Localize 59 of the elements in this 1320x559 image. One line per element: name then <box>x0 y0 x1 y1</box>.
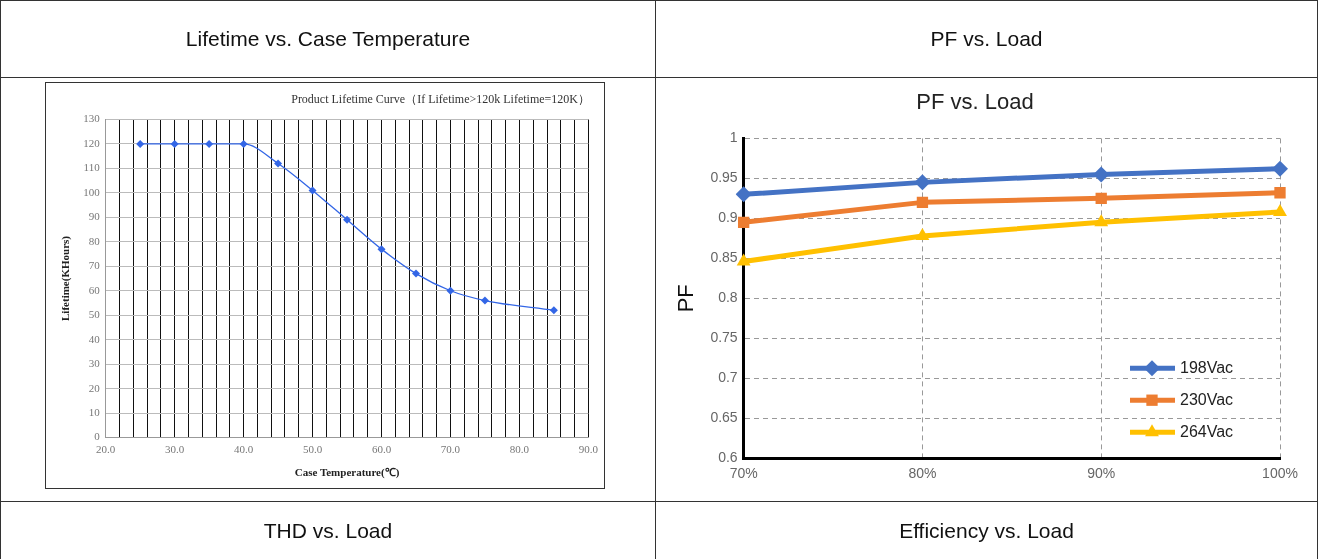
y-tick-label: 80 <box>88 234 101 247</box>
y-tick-label: 0.9 <box>718 209 738 226</box>
x-tick-label: 20.0 <box>96 443 116 456</box>
point <box>136 139 145 148</box>
y-tick-label: 0.8 <box>718 289 738 306</box>
x-tick-label: 40.0 <box>233 443 254 456</box>
point <box>446 286 455 295</box>
chart-title: PF vs. Load <box>916 89 1034 115</box>
y-tick-label: 90 <box>88 210 101 223</box>
y-tick-label: 110 <box>83 161 101 174</box>
y-tick-label: 20 <box>88 381 101 394</box>
chart-title: Product Lifetime Curve（If Lifetime>120k Lifetime=120K） <box>291 92 590 107</box>
point <box>549 306 558 315</box>
x-tick-label: 30.0 <box>165 443 185 456</box>
x-axis-title: Case Temperature(℃) <box>294 466 400 480</box>
y-tick-label: 130 <box>83 112 101 125</box>
y-tick-label: 0.7 <box>718 369 738 386</box>
y-tick-label: 120 <box>83 136 101 149</box>
legend-label: 198Vac <box>1180 358 1234 376</box>
x-tick-label: 80% <box>908 465 937 482</box>
x-tick-label: 100% <box>1262 465 1298 482</box>
y-tick-label: 0.95 <box>710 169 738 186</box>
y-tick-label: 60 <box>88 283 101 296</box>
x-tick-label: 70.0 <box>440 443 461 456</box>
point <box>205 139 214 148</box>
y-tick-label: 1 <box>729 129 738 146</box>
legend-label: 230Vac <box>1180 390 1234 408</box>
y-tick-label: 0.75 <box>710 329 738 346</box>
y-tick-label: 0.6 <box>718 449 738 466</box>
point <box>274 159 283 168</box>
text: Lifetime vs. Case Temperature <box>0 0 656 78</box>
y-axis-title: PF <box>673 284 699 313</box>
y-tick-label: 50 <box>88 308 101 321</box>
text: PF vs. Load <box>655 0 1318 78</box>
point <box>239 139 248 148</box>
point <box>377 245 386 254</box>
y-tick-label: 0.65 <box>710 409 738 426</box>
y-axis-title: Lifetime(KHours) <box>59 235 73 321</box>
y-tick-label: 30 <box>88 357 101 370</box>
x-tick-label: 90.0 <box>578 443 599 456</box>
text: THD vs. Load <box>0 501 656 559</box>
x-tick-label: 80.0 <box>509 443 530 456</box>
point <box>411 269 420 278</box>
point <box>480 296 489 305</box>
y-tick-label: 40 <box>88 332 101 345</box>
x-tick-label: 60.0 <box>371 443 392 456</box>
x-tick-label: 50.0 <box>302 443 323 456</box>
legend-label: 264Vac <box>1180 422 1234 440</box>
text: Efficiency vs. Load <box>655 501 1318 559</box>
point <box>170 139 179 148</box>
y-tick-label: 100 <box>83 185 101 198</box>
x-tick-label: 90% <box>1087 465 1116 482</box>
y-tick-label: 10 <box>88 406 101 419</box>
y-tick-label: 70 <box>88 259 101 272</box>
point <box>308 186 317 195</box>
point <box>343 215 352 224</box>
x-tick-label: 70% <box>729 465 758 482</box>
y-tick-label: 0 <box>94 430 101 443</box>
y-tick-label: 0.85 <box>710 249 738 266</box>
